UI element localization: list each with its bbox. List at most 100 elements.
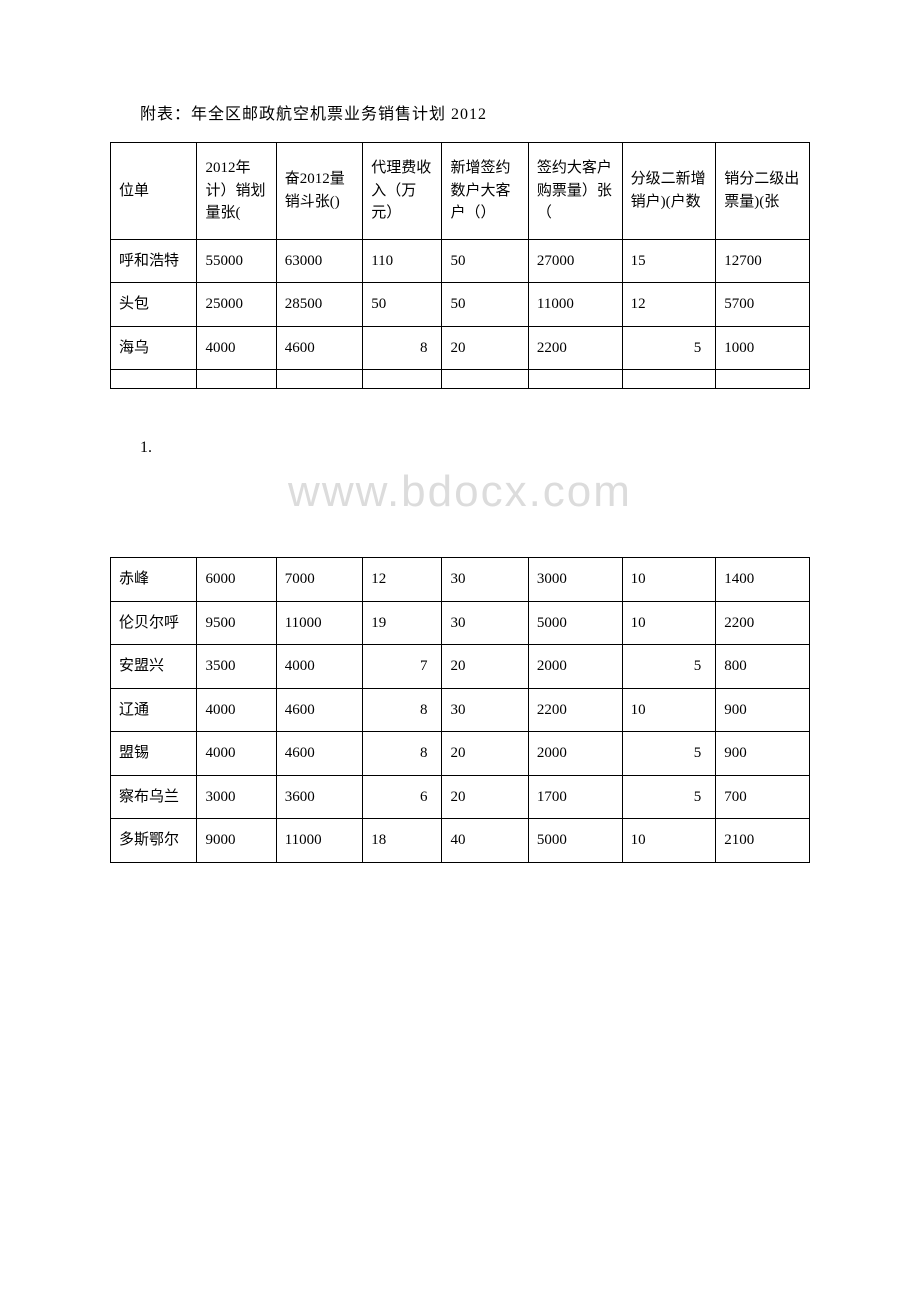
table-cell: 伦贝尔呼	[111, 601, 197, 645]
header-cell: 分级二新增销户)(户数	[622, 143, 716, 240]
table-cell: 10	[622, 688, 716, 732]
table-cell: 4000	[276, 645, 362, 689]
table-cell: 2200	[716, 601, 810, 645]
table-cell: 11000	[276, 819, 362, 863]
table-cell: 1400	[716, 558, 810, 602]
table-cell: 900	[716, 732, 810, 776]
table-cell: 28500	[276, 283, 362, 327]
table-cell: 3000	[197, 775, 276, 819]
table-cell: 呼和浩特	[111, 239, 197, 283]
table-cell: 多斯鄂尔	[111, 819, 197, 863]
table-cell: 40	[442, 819, 528, 863]
table-cell: 20	[442, 775, 528, 819]
table-cell: 1700	[528, 775, 622, 819]
table-cell: 18	[363, 819, 442, 863]
table-row: 辽通40004600830220010900	[111, 688, 810, 732]
table-row: 头包2500028500505011000125700	[111, 283, 810, 327]
table-cell: 900	[716, 688, 810, 732]
table-cell: 20	[442, 732, 528, 776]
table-row: 呼和浩特550006300011050270001512700	[111, 239, 810, 283]
table-cell: 辽通	[111, 688, 197, 732]
table-cell: 20	[442, 326, 528, 370]
table-cell: 4600	[276, 326, 362, 370]
table-cell: 6000	[197, 558, 276, 602]
table-cell: 10	[622, 558, 716, 602]
table-cell: 50	[442, 239, 528, 283]
table-cell: 30	[442, 558, 528, 602]
table-cell: 800	[716, 645, 810, 689]
table-cell: 2000	[528, 645, 622, 689]
table-cell: 5000	[528, 819, 622, 863]
table-cell: 4000	[197, 732, 276, 776]
table-cell: 3600	[276, 775, 362, 819]
header-cell: 新增签约数户大客户（）	[442, 143, 528, 240]
table-empty-row	[111, 370, 810, 389]
table-cell: 9500	[197, 601, 276, 645]
table-cell: 12700	[716, 239, 810, 283]
table-cell: 2200	[528, 688, 622, 732]
table-row: 盟锡4000460082020005900	[111, 732, 810, 776]
table-row: 多斯鄂尔90001100018405000102100	[111, 819, 810, 863]
table-cell: 11000	[528, 283, 622, 327]
header-cell: 签约大客户购票量）张（	[528, 143, 622, 240]
table-cell: 5700	[716, 283, 810, 327]
table-cell: 察布乌兰	[111, 775, 197, 819]
table-cell: 55000	[197, 239, 276, 283]
header-cell: 奋2012量销斗张()	[276, 143, 362, 240]
table-cell: 5	[622, 645, 716, 689]
table-cell: 700	[716, 775, 810, 819]
table-cell: 7	[363, 645, 442, 689]
header-cell: 2012年计）销划量张(	[197, 143, 276, 240]
table-cell: 30	[442, 601, 528, 645]
table-cell: 50	[442, 283, 528, 327]
table-cell: 25000	[197, 283, 276, 327]
table-cell: 6	[363, 775, 442, 819]
table-cell: 1000	[716, 326, 810, 370]
table-cell: 8	[363, 688, 442, 732]
table-cell: 4600	[276, 732, 362, 776]
table-cell: 10	[622, 601, 716, 645]
table-header-row: 位单 2012年计）销划量张( 奋2012量销斗张() 代理费收入（万元） 新增…	[111, 143, 810, 240]
table-cell: 63000	[276, 239, 362, 283]
table-cell: 5000	[528, 601, 622, 645]
table-cell: 10	[622, 819, 716, 863]
header-cell: 位单	[111, 143, 197, 240]
table-row: 察布乌兰3000360062017005700	[111, 775, 810, 819]
table-cell: 12	[363, 558, 442, 602]
table-cell: 7000	[276, 558, 362, 602]
table-cell: 110	[363, 239, 442, 283]
table-cell: 11000	[276, 601, 362, 645]
table-cell: 2100	[716, 819, 810, 863]
section-number: 1.	[140, 439, 810, 457]
table-cell: 5	[622, 326, 716, 370]
table-cell: 5	[622, 732, 716, 776]
header-cell: 销分二级出票量)(张	[716, 143, 810, 240]
table-cell: 赤峰	[111, 558, 197, 602]
watermark-text: www.bdocx.com	[110, 467, 810, 517]
sales-plan-table-1: 位单 2012年计）销划量张( 奋2012量销斗张() 代理费收入（万元） 新增…	[110, 142, 810, 389]
table-cell: 27000	[528, 239, 622, 283]
table-row: 赤峰6000700012303000101400	[111, 558, 810, 602]
table-cell: 8	[363, 326, 442, 370]
table-cell: 20	[442, 645, 528, 689]
table-cell: 4000	[197, 688, 276, 732]
table-cell: 12	[622, 283, 716, 327]
table-cell: 9000	[197, 819, 276, 863]
table-cell: 2200	[528, 326, 622, 370]
table-cell: 50	[363, 283, 442, 327]
table-cell: 5	[622, 775, 716, 819]
document-page: 附表：年全区邮政航空机票业务销售计划 2012 位单 2012年计）销划量张( …	[0, 0, 920, 923]
table-cell: 2000	[528, 732, 622, 776]
sales-plan-table-2: 赤峰6000700012303000101400伦贝尔呼950011000193…	[110, 557, 810, 863]
table-row: 伦贝尔呼95001100019305000102200	[111, 601, 810, 645]
table-cell: 3500	[197, 645, 276, 689]
table-cell: 海乌	[111, 326, 197, 370]
table-cell: 安盟兴	[111, 645, 197, 689]
table-cell: 19	[363, 601, 442, 645]
table-cell: 4000	[197, 326, 276, 370]
table-cell: 盟锡	[111, 732, 197, 776]
table-row: 安盟兴3500400072020005800	[111, 645, 810, 689]
table-row: 海乌40004600820220051000	[111, 326, 810, 370]
table-cell: 30	[442, 688, 528, 732]
header-cell: 代理费收入（万元）	[363, 143, 442, 240]
